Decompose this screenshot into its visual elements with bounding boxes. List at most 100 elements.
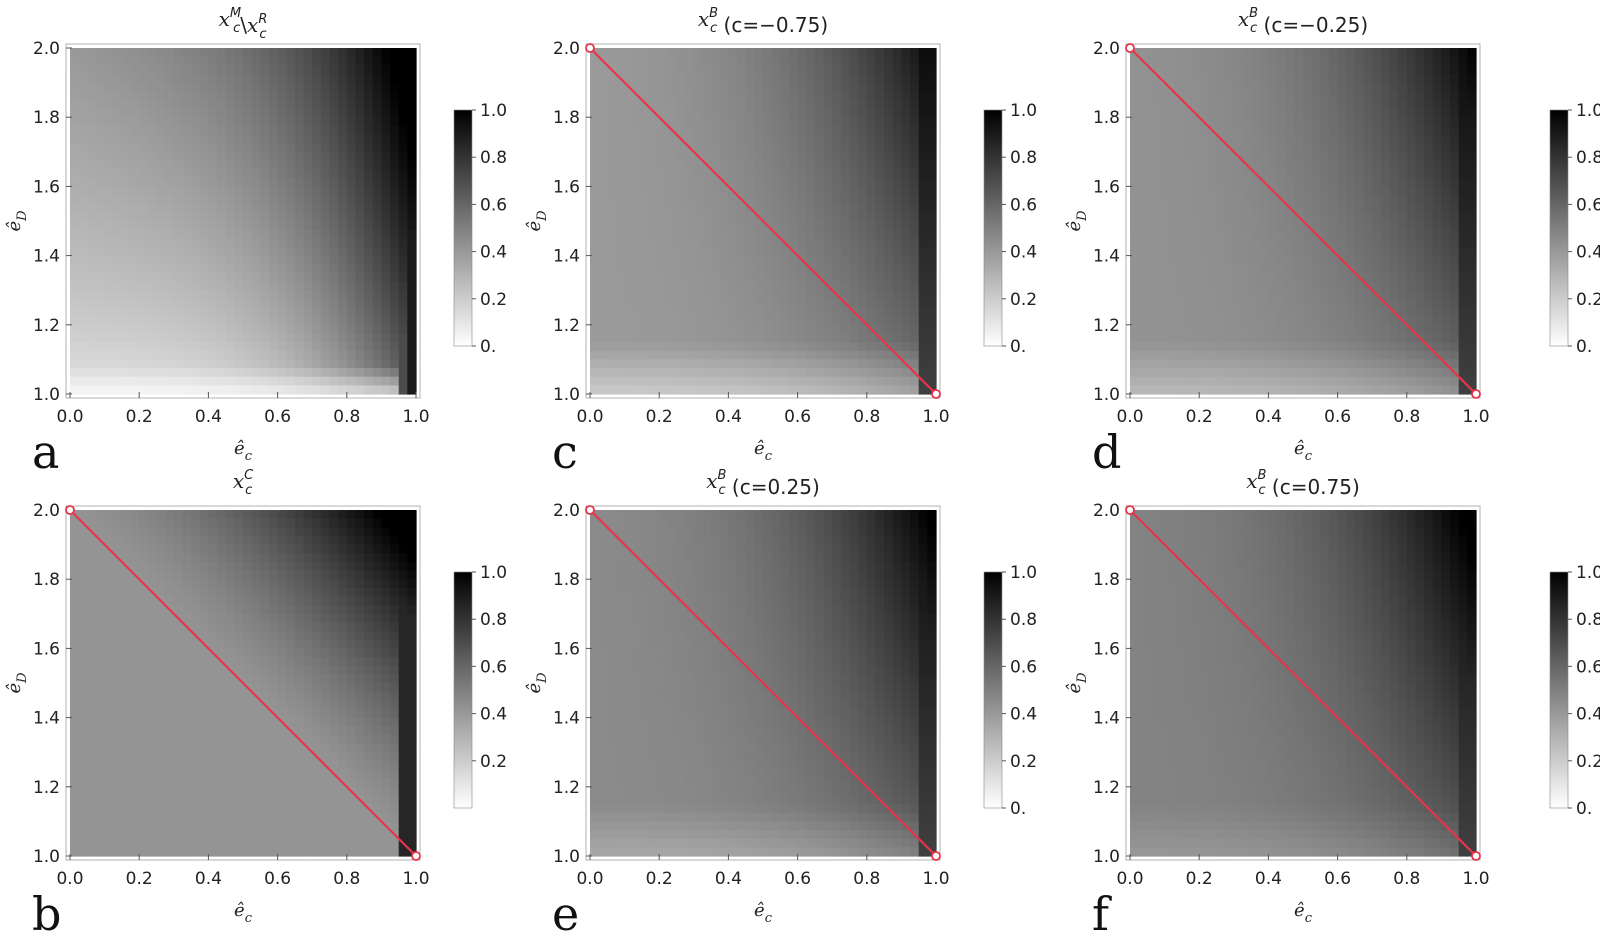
heatmap-cell [1337, 160, 1347, 170]
y-tick-label: 1.2 [33, 316, 60, 336]
heatmap-cell [1363, 290, 1373, 300]
heatmap-cell [1441, 134, 1451, 144]
heatmap-cell [1328, 350, 1339, 360]
heatmap-cell [667, 264, 678, 274]
heatmap-cell [1216, 143, 1226, 153]
heatmap-cell [806, 169, 816, 179]
heatmap-cell [875, 203, 885, 213]
heatmap-cell [892, 186, 902, 196]
heatmap-cell [268, 169, 279, 179]
heatmap-cell [390, 255, 400, 265]
heatmap-cell [702, 238, 712, 248]
heatmap-cell [312, 298, 322, 309]
heatmap-cell [1277, 359, 1287, 369]
heatmap-cell [1354, 333, 1365, 343]
heatmap-cell [104, 385, 114, 395]
heatmap-cell [901, 333, 911, 343]
heatmap-cell [624, 56, 634, 66]
heatmap-cell [95, 143, 106, 153]
heatmap-cell [849, 376, 859, 386]
heatmap-cell [104, 91, 114, 101]
heatmap-cell [312, 272, 322, 283]
heatmap-cell [1155, 48, 1166, 58]
heatmap-cell [892, 238, 902, 248]
heatmap-cell [1207, 56, 1218, 66]
heatmap-cell [147, 385, 158, 395]
heatmap-cell [208, 376, 218, 386]
heatmap-cell [398, 298, 408, 309]
heatmap-cell [372, 91, 382, 101]
heatmap-cell [1138, 298, 1148, 309]
heatmap-cell [866, 221, 877, 231]
heatmap-cell [1190, 160, 1200, 170]
heatmap-cell [1432, 324, 1442, 335]
heatmap-cell [1398, 48, 1408, 58]
heatmap-cell [1303, 195, 1313, 205]
heatmap-cell [745, 177, 755, 187]
heatmap-cell [78, 657, 88, 667]
heatmap-cell [208, 385, 218, 395]
heatmap-cell [1424, 316, 1434, 326]
heatmap-cell [407, 108, 417, 118]
heatmap-cell [1233, 143, 1244, 153]
heatmap-cell [745, 169, 755, 179]
heatmap-cell [754, 134, 764, 144]
heatmap-cell [763, 177, 773, 187]
heatmap-cell [771, 48, 781, 58]
heatmap-cell [1147, 324, 1157, 335]
heatmap-cell [1277, 298, 1287, 309]
heatmap-cell [225, 143, 235, 153]
heatmap-cell [286, 350, 296, 360]
heatmap-cell [70, 717, 80, 727]
heatmap-cell [1354, 385, 1365, 395]
heatmap-cell [225, 151, 235, 162]
heatmap-cell [390, 212, 400, 222]
heatmap-cell [1328, 264, 1339, 274]
heatmap-cell [1259, 195, 1269, 205]
heatmap-cell [910, 169, 920, 179]
heatmap-cell [104, 333, 114, 343]
heatmap-cell [1441, 246, 1451, 257]
heatmap-cell [797, 177, 807, 187]
heatmap-cell [667, 368, 678, 378]
heatmap-cell [156, 333, 166, 343]
heatmap-cell [1233, 48, 1244, 58]
heatmap-cell [139, 324, 149, 335]
heatmap-cell [901, 108, 911, 118]
heatmap-cell [1458, 298, 1468, 309]
heatmap-cell [693, 281, 704, 291]
heatmap-cell [1311, 290, 1321, 300]
heatmap-cell [806, 281, 816, 291]
heatmap-cell [113, 368, 123, 378]
heatmap-cell [1363, 272, 1373, 283]
heatmap-cell [1311, 359, 1321, 369]
heatmap-cell [918, 324, 928, 335]
heatmap-cell [381, 333, 391, 343]
heatmap-cell [1130, 350, 1140, 360]
heatmap-cell [338, 48, 348, 58]
heatmap-cell [875, 117, 885, 127]
heatmap-cell [139, 221, 149, 231]
heatmap-cell [892, 229, 902, 239]
heatmap-cell [121, 203, 132, 213]
y-tick-label: 1.8 [33, 108, 60, 128]
heatmap-cell [303, 82, 313, 92]
heatmap-cell [113, 82, 123, 92]
heatmap-cell [303, 342, 313, 352]
heatmap-cell [1363, 368, 1373, 378]
heatmap-cell [113, 333, 123, 343]
heatmap-cell [771, 255, 781, 265]
heatmap-cell [286, 229, 296, 239]
heatmap-cell [156, 342, 166, 352]
heatmap-cell [1346, 91, 1356, 101]
heatmap-cell [659, 134, 669, 144]
heatmap-cell [771, 298, 781, 309]
heatmap-cell [191, 56, 201, 66]
heatmap-cell [1450, 376, 1460, 386]
heatmap-cell [1380, 238, 1391, 248]
heatmap-cell [243, 177, 253, 187]
heatmap-cell [381, 108, 391, 118]
heatmap-cell [1155, 350, 1166, 360]
heatmap-cell [1164, 298, 1174, 309]
heatmap-cell [1441, 368, 1451, 378]
